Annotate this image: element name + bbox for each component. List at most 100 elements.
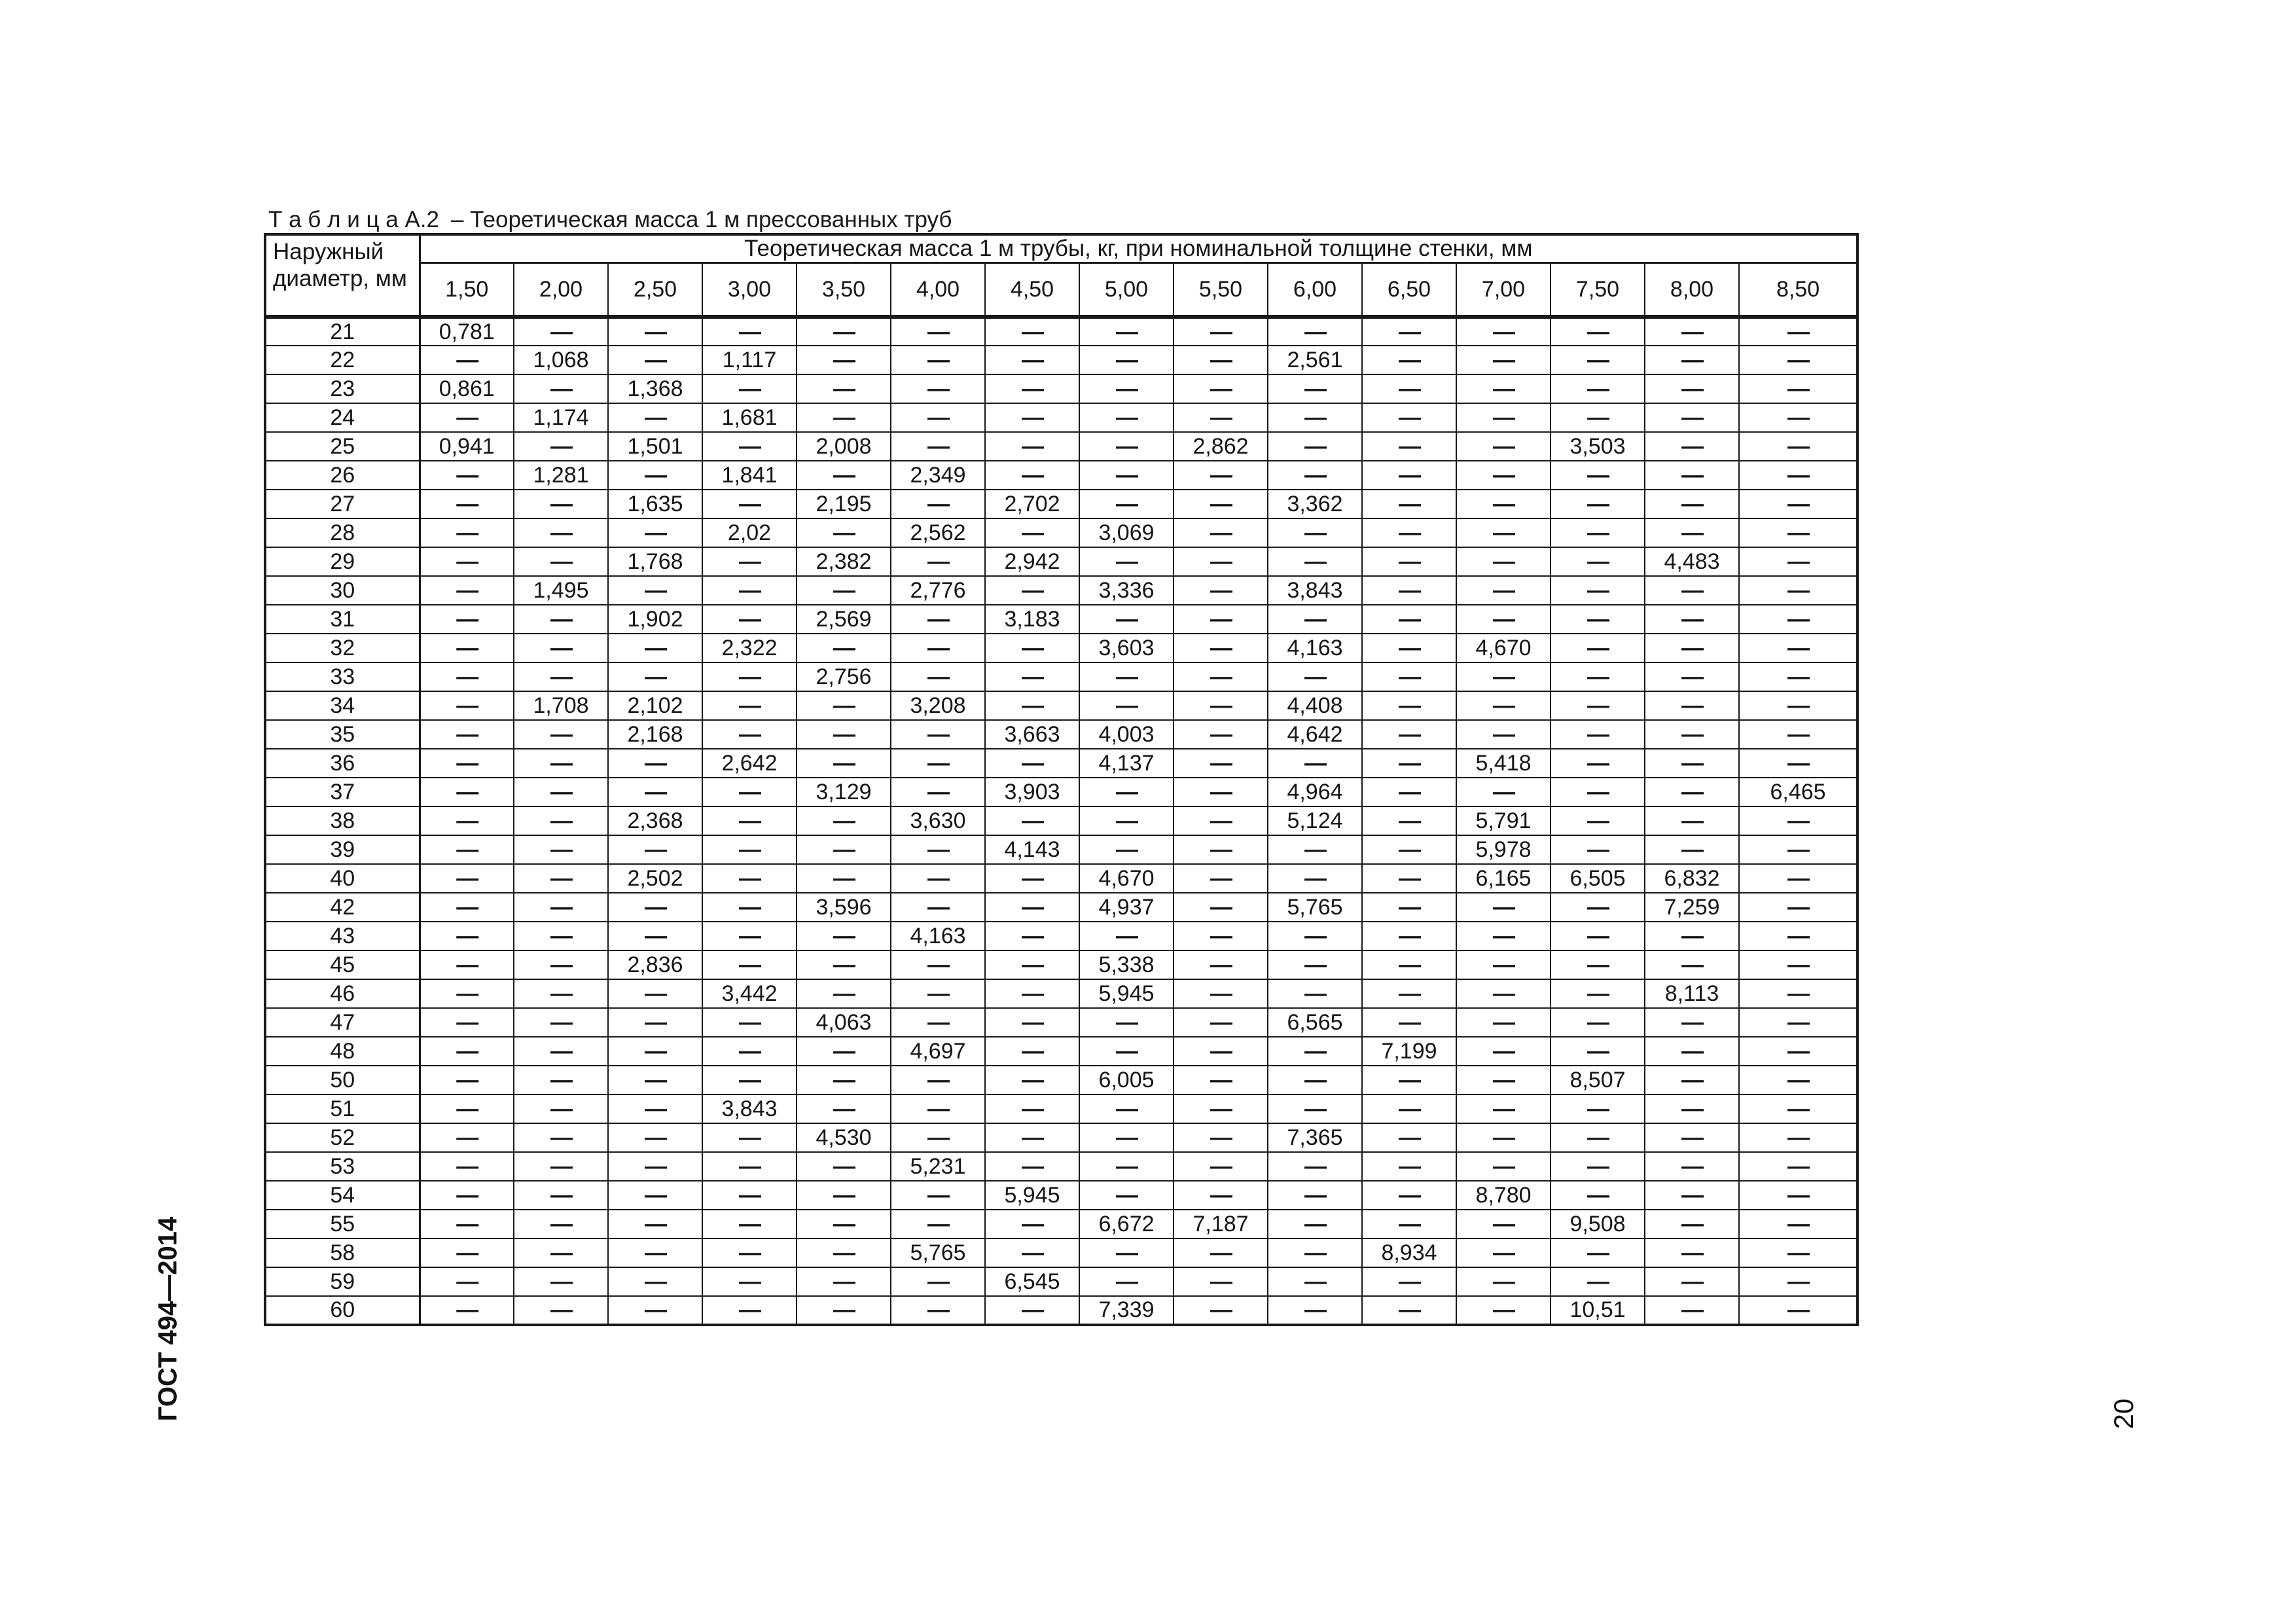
mass-cell: —	[1173, 518, 1268, 548]
thickness-header-cell: 3,50	[796, 262, 891, 319]
mass-cell: —	[419, 1238, 514, 1268]
mass-cell: —	[1079, 489, 1174, 519]
mass-cell: —	[607, 518, 703, 548]
mass-cell: —	[984, 950, 1080, 980]
mass-cell: 5,945	[984, 1180, 1080, 1210]
mass-cell: —	[702, 1238, 797, 1268]
mass-cell: —	[1644, 460, 1740, 490]
mass-cell: —	[513, 662, 609, 692]
mass-cell: —	[513, 777, 609, 807]
mass-cell: —	[796, 1065, 891, 1095]
mass-cell: —	[1456, 547, 1551, 577]
mass-cell: —	[984, 1007, 1080, 1038]
mass-cell: —	[1738, 345, 1859, 375]
mass-cell: —	[702, 1123, 797, 1153]
mass-cell: —	[890, 403, 986, 433]
mass-cell: —	[419, 1209, 514, 1239]
mass-cell: —	[1173, 1295, 1268, 1326]
diameter-cell: 47	[264, 1007, 421, 1038]
diameter-cell: 37	[264, 777, 421, 807]
mass-cell: —	[1738, 460, 1859, 490]
mass-cell: —	[1079, 1238, 1174, 1268]
mass-cell: —	[702, 1007, 797, 1038]
mass-cell: 2,862	[1173, 431, 1268, 461]
mass-cell: —	[1738, 403, 1859, 433]
mass-cell: —	[796, 950, 891, 980]
table-header: Наружный диаметр, мм Теоретическая масса…	[264, 234, 1859, 319]
mass-cell: —	[702, 316, 797, 346]
mass-cell: —	[1644, 489, 1740, 519]
diameter-cell: 43	[264, 921, 421, 951]
mass-cell: —	[1644, 719, 1740, 749]
table-row: 47— — — —4,063— — — —6,565— — — — —	[264, 1007, 1859, 1038]
mass-cell: 4,670	[1079, 863, 1174, 893]
mass-cell: —	[1738, 1295, 1859, 1326]
mass-cell: —	[1456, 1007, 1551, 1038]
mass-cell: —	[419, 460, 514, 490]
thickness-header-cell: 3,00	[702, 262, 797, 319]
mass-cell: —	[702, 806, 797, 836]
mass-cell: 3,129	[796, 777, 891, 807]
mass-cell: —	[1644, 1151, 1740, 1182]
mass-cell: —	[1456, 403, 1551, 433]
mass-cell: —	[1550, 1267, 1645, 1297]
mass-cell: —	[419, 403, 514, 433]
mass-cell: 1,174	[513, 403, 609, 433]
mass-cell: —	[1079, 1094, 1174, 1124]
mass-cell: —	[1361, 345, 1457, 375]
thickness-header-cell: 1,50	[419, 262, 514, 319]
mass-cell: —	[984, 1123, 1080, 1153]
mass-cell: —	[1173, 777, 1268, 807]
diameter-cell: 31	[264, 604, 421, 634]
mass-cell: —	[1550, 460, 1645, 490]
table-row: 46— — —3,442— — —5,945— — — — —8,113—	[264, 979, 1859, 1009]
mass-cell: —	[1644, 1295, 1740, 1326]
mass-cell: —	[984, 1094, 1080, 1124]
mass-cell: —	[890, 863, 986, 893]
mass-cell: —	[1079, 1007, 1174, 1038]
mass-cell: —	[1267, 460, 1363, 490]
mass-cell: 6,832	[1644, 863, 1740, 893]
mass-cell: 3,362	[1267, 489, 1363, 519]
mass-cell: —	[1738, 1151, 1859, 1182]
mass-cell: —	[796, 575, 891, 605]
mass-cell: —	[419, 1065, 514, 1095]
mass-cell: —	[890, 1180, 986, 1210]
mass-cell: —	[419, 547, 514, 577]
mass-cell: 4,143	[984, 835, 1080, 865]
mass-cell: —	[1550, 1094, 1645, 1124]
mass-cell: 2,642	[702, 748, 797, 778]
mass-cell: —	[890, 633, 986, 663]
mass-cell: —	[1456, 1123, 1551, 1153]
mass-cell: —	[1361, 691, 1457, 721]
mass-cell: —	[419, 345, 514, 375]
mass-cell: 3,596	[796, 892, 891, 922]
mass-cell: —	[1456, 1209, 1551, 1239]
span-header-theoretical-mass: Теоретическая масса 1 м трубы, кг, при н…	[418, 234, 1859, 264]
mass-cell: —	[1550, 518, 1645, 548]
mass-cell: —	[1267, 374, 1363, 404]
mass-cell: —	[1738, 863, 1859, 893]
mass-cell: —	[1550, 662, 1645, 692]
mass-cell: —	[702, 950, 797, 980]
mass-cell: —	[1550, 1007, 1645, 1038]
mass-cell: —	[513, 892, 609, 922]
mass-cell: —	[702, 1267, 797, 1297]
mass-cell: 3,903	[984, 777, 1080, 807]
mass-cell: —	[890, 835, 986, 865]
mass-cell: —	[1738, 1007, 1859, 1038]
mass-cell: —	[1079, 604, 1174, 634]
mass-cell: —	[984, 1065, 1080, 1095]
diameter-cell: 34	[264, 691, 421, 721]
mass-cell: 1,841	[702, 460, 797, 490]
mass-cell: —	[607, 633, 703, 663]
mass-cell: 3,630	[890, 806, 986, 836]
mass-cell: —	[419, 1007, 514, 1038]
mass-cell: —	[419, 1094, 514, 1124]
mass-cell: —	[513, 1065, 609, 1095]
mass-cell: —	[1361, 1007, 1457, 1038]
mass-cell: —	[1738, 1209, 1859, 1239]
mass-cell: 5,765	[1267, 892, 1363, 922]
mass-cell: —	[513, 1036, 609, 1066]
mass-cell: —	[1550, 892, 1645, 922]
